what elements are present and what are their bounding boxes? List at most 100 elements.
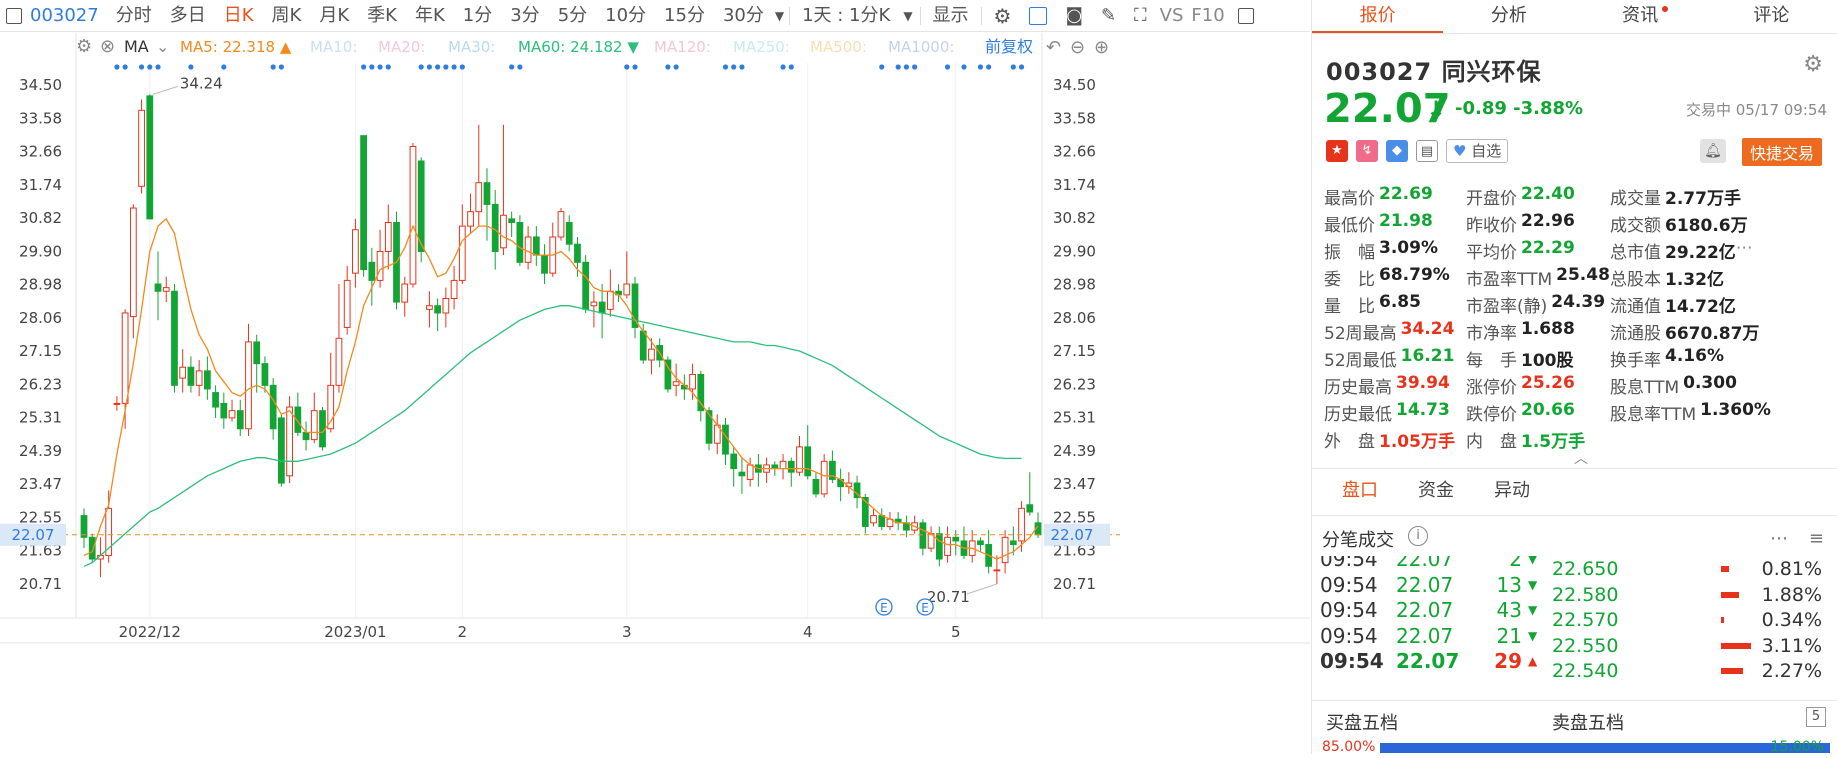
candle-body[interactable] — [376, 250, 384, 281]
event-dot-icon[interactable] — [147, 64, 153, 70]
candle-body[interactable] — [302, 431, 310, 441]
candle-body[interactable] — [697, 373, 705, 412]
event-dot-icon[interactable] — [517, 64, 523, 70]
candle-body[interactable] — [368, 261, 376, 281]
candle-body[interactable] — [310, 410, 318, 441]
tab-fund[interactable]: 资金 — [1418, 480, 1454, 501]
ma-type-label[interactable]: MA — [124, 37, 149, 56]
event-dot-icon[interactable] — [138, 64, 145, 70]
candle-body[interactable] — [245, 341, 252, 430]
candle-body[interactable] — [639, 330, 647, 361]
event-dot-icon[interactable] — [435, 64, 441, 70]
ma-legend-item[interactable]: MA20: — [378, 38, 425, 56]
candle-body[interactable] — [664, 359, 672, 390]
candle-body[interactable] — [598, 301, 606, 314]
candle-body[interactable] — [343, 279, 351, 328]
candle-body[interactable] — [105, 507, 113, 556]
stock-code[interactable]: 003027 — [30, 4, 99, 26]
candle-body[interactable] — [590, 301, 598, 307]
event-dot-icon[interactable] — [879, 64, 885, 70]
tab-comments[interactable]: 评论 — [1753, 5, 1790, 26]
candle-body[interactable] — [154, 283, 162, 292]
candle-body[interactable] — [779, 460, 787, 470]
event-dot-icon[interactable] — [155, 64, 161, 70]
zoom-in-icon[interactable]: ⊕ — [1094, 37, 1109, 58]
period-tab[interactable]: 15分 — [664, 4, 705, 26]
event-dot-icon[interactable] — [780, 64, 786, 70]
event-dot-icon[interactable] — [986, 64, 992, 70]
candle-body[interactable] — [738, 471, 746, 477]
tab-orderbook[interactable]: 盘口 — [1342, 480, 1378, 501]
candle-body[interactable] — [829, 460, 836, 480]
event-dot-icon[interactable] — [278, 64, 284, 70]
event-dot-icon[interactable] — [418, 64, 424, 70]
event-dot-icon[interactable] — [895, 64, 901, 70]
period-tab[interactable]: 1分 — [462, 4, 493, 26]
event-dot-icon[interactable] — [673, 64, 679, 70]
period-tab[interactable]: 季K — [367, 4, 397, 26]
event-dot-icon[interactable] — [977, 64, 984, 70]
kline-chart[interactable]: ⚙ ⊗ MA ⌄ MA5: 22.318 ▲ MA10: MA20: MA30: MA60: 2… — [0, 33, 1310, 754]
candle-body[interactable] — [88, 536, 96, 560]
event-dot-icon[interactable] — [188, 64, 194, 70]
fullscreen-icon[interactable]: ⛶ — [1134, 4, 1147, 26]
event-dot-icon[interactable] — [788, 64, 794, 70]
event-dot-icon[interactable] — [912, 64, 918, 70]
candle-body[interactable] — [853, 482, 861, 499]
candle-body[interactable] — [450, 279, 458, 299]
event-dot-icon[interactable] — [722, 64, 729, 70]
candle-body[interactable] — [689, 373, 696, 390]
candle-body[interactable] — [278, 417, 285, 484]
display-menu[interactable]: 显示 — [932, 4, 969, 26]
more-icon[interactable]: ⋯ — [1735, 238, 1753, 258]
event-dot-icon[interactable] — [270, 64, 276, 70]
period-tab[interactable]: 5分 — [557, 4, 588, 26]
candle-body[interactable] — [253, 341, 261, 365]
candle-body[interactable] — [80, 515, 88, 538]
chevron-down-icon[interactable]: ⌄ — [156, 37, 169, 56]
candle-body[interactable] — [294, 406, 302, 433]
event-dot-icon[interactable] — [739, 64, 745, 70]
event-dot-icon[interactable] — [509, 64, 515, 70]
candle-body[interactable] — [146, 95, 154, 220]
candle-body[interactable] — [532, 236, 540, 256]
candle-body[interactable] — [705, 410, 713, 444]
ma-legend-item[interactable]: MA5: 22.318 ▲ — [180, 38, 292, 56]
candle-body[interactable] — [409, 146, 417, 285]
candle-body[interactable] — [919, 522, 927, 549]
candle-body[interactable] — [796, 446, 803, 473]
ma-legend-item[interactable]: MA1000: — [888, 38, 954, 56]
event-dot-icon[interactable] — [632, 64, 638, 70]
candle-body[interactable] — [352, 229, 359, 274]
candle-body[interactable] — [582, 261, 590, 310]
candle-body[interactable] — [557, 211, 565, 238]
draw-icon[interactable]: ✎ — [1100, 4, 1117, 26]
note-icon[interactable]: ▤ — [1416, 140, 1438, 162]
event-dot-icon[interactable] — [369, 64, 375, 70]
candle-body[interactable] — [327, 384, 335, 430]
candle-body[interactable] — [335, 337, 343, 386]
candle-body[interactable] — [195, 370, 203, 386]
collapse-icon[interactable]: ︿ — [1574, 451, 1588, 467]
event-dot-icon[interactable] — [385, 64, 391, 70]
tab-quote[interactable]: 报价 — [1312, 0, 1444, 33]
event-dot-icon[interactable] — [377, 64, 383, 70]
candle-body[interactable] — [565, 222, 573, 245]
candle-body[interactable] — [113, 402, 121, 405]
candle-body[interactable] — [977, 540, 984, 546]
candle-body[interactable] — [878, 515, 886, 527]
zoom-out-icon[interactable]: ⊖ — [1070, 37, 1085, 58]
period-tab[interactable]: 周K — [271, 4, 302, 26]
candle-body[interactable] — [220, 402, 228, 419]
candle-body[interactable] — [187, 366, 195, 386]
candle-body[interactable] — [121, 312, 129, 404]
candle-body[interactable] — [524, 236, 532, 263]
ma-legend-item[interactable]: MA500: — [810, 38, 867, 56]
candle-body[interactable] — [1009, 540, 1017, 546]
candle-body[interactable] — [623, 283, 631, 296]
event-e-icon[interactable] — [875, 598, 893, 616]
candle-body[interactable] — [820, 460, 828, 495]
candle-body[interactable] — [812, 478, 820, 495]
candle-body[interactable] — [228, 410, 236, 419]
candle-body[interactable] — [475, 182, 483, 213]
